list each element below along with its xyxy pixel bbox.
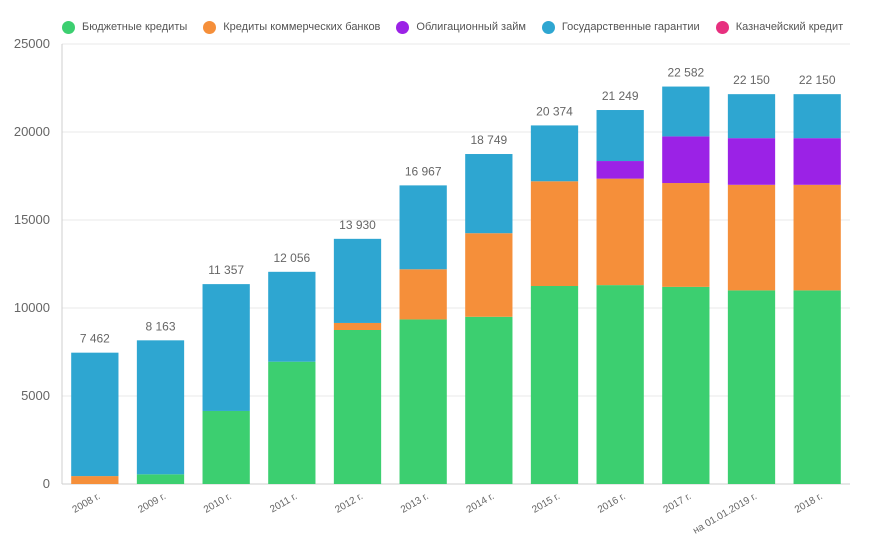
x-tick-label: на 01.01.2019 г. <box>691 491 759 536</box>
bar-total-label: 20 374 <box>536 104 573 118</box>
bar-segment[interactable] <box>662 183 710 287</box>
bar-segment[interactable] <box>530 125 579 182</box>
bar-segment[interactable] <box>727 290 776 484</box>
legend-label: Бюджетные кредиты <box>82 21 188 33</box>
legend-item[interactable]: Казначейский кредит <box>715 20 844 34</box>
bar-segment[interactable] <box>136 340 185 475</box>
bar-segment[interactable] <box>793 138 841 185</box>
y-tick-label: 25000 <box>14 36 50 51</box>
bar-segment[interactable] <box>333 330 382 484</box>
bar-total-label: 7 462 <box>80 332 110 346</box>
bar-segment[interactable] <box>268 271 316 362</box>
legend-item[interactable]: Государственные гарантии <box>541 20 700 34</box>
bar-segment[interactable] <box>465 154 513 234</box>
x-tick-label: 2018 г. <box>793 491 825 516</box>
x-tick-label: 2015 г. <box>530 491 562 516</box>
bar-total-label: 22 150 <box>799 73 836 87</box>
y-tick-label: 15000 <box>14 212 50 227</box>
legend-item[interactable]: Бюджетные кредиты <box>62 20 188 34</box>
legend-swatch <box>541 20 555 34</box>
bar-segment[interactable] <box>530 181 579 286</box>
bar-total-label: 13 930 <box>339 218 376 232</box>
y-tick-label: 0 <box>43 476 50 491</box>
x-tick-label: 2009 г. <box>136 491 168 516</box>
bar-total-label: 11 357 <box>208 263 244 277</box>
bar-segment[interactable] <box>399 319 447 484</box>
bar-segment[interactable] <box>727 138 776 185</box>
legend-swatch <box>62 20 75 34</box>
x-tick-label: 2011 г. <box>268 491 299 515</box>
x-tick-label: 2014 г. <box>465 491 497 516</box>
bar-total-label: 16 967 <box>405 164 442 178</box>
bar-total-label: 21 249 <box>602 89 639 103</box>
bar-segment[interactable] <box>268 361 316 484</box>
bar-total-label: 22 150 <box>733 73 770 87</box>
bar-segment[interactable] <box>793 290 841 484</box>
bar-segment[interactable] <box>662 86 710 137</box>
bar-segment[interactable] <box>71 352 119 477</box>
x-axis: 2008 г. 2009 г. 2010 г. 2011 г. 2012 г. 2013 … <box>71 491 825 536</box>
bar-total-label: 18 749 <box>470 133 507 147</box>
y-tick-label: 5000 <box>21 388 50 403</box>
x-tick-label: 2008 г. <box>71 491 103 516</box>
x-tick-label: 2010 г. <box>202 491 234 516</box>
y-tick-label: 20000 <box>14 124 50 139</box>
bar-total-label: 8 163 <box>145 319 175 333</box>
bar-segment[interactable] <box>399 185 447 270</box>
bar-segment[interactable] <box>662 286 710 484</box>
legend-label: Государственные гарантии <box>561 21 700 33</box>
bar-segment[interactable] <box>465 316 513 484</box>
bar-segment[interactable] <box>662 136 710 184</box>
bar-segment[interactable] <box>596 161 644 179</box>
bar-segment[interactable] <box>202 284 250 411</box>
bar-segment[interactable] <box>596 285 644 484</box>
bar-segment[interactable] <box>727 184 776 291</box>
bar-segment[interactable] <box>399 269 447 320</box>
bar-segment[interactable] <box>136 474 185 484</box>
bar-segment[interactable] <box>333 322 382 330</box>
legend-label: Кредиты коммерческих банков <box>223 21 381 33</box>
x-tick-label: 2016 г. <box>596 491 628 516</box>
bar-segment[interactable] <box>596 110 644 162</box>
legend-label: Казначейский кредит <box>735 21 844 33</box>
bar-total-label: 12 056 <box>273 251 310 265</box>
bar-segment[interactable] <box>333 238 382 323</box>
bar-segment[interactable] <box>793 184 841 291</box>
legend-swatch <box>715 20 729 34</box>
y-tick-label: 10000 <box>14 300 50 315</box>
x-tick-label: 2013 г. <box>399 491 431 516</box>
legend-item[interactable]: Облигационный займ <box>396 20 526 34</box>
bar-segment[interactable] <box>727 94 776 139</box>
chart-legend: Бюджетные кредиты Кредиты коммерческих ба… <box>62 14 859 40</box>
bar-segment[interactable] <box>793 94 841 139</box>
bar-segment[interactable] <box>596 178 644 286</box>
bar-segment[interactable] <box>71 476 119 484</box>
bars <box>71 86 841 484</box>
legend-swatch <box>203 20 217 34</box>
legend-swatch <box>396 20 410 34</box>
grid-lines <box>62 43 850 485</box>
total-labels: 7 462 8 163 11 357 12 056 13 930 16 967 18 749… <box>80 66 836 346</box>
bar-segment[interactable] <box>465 233 513 317</box>
bar-total-label: 22 582 <box>667 66 704 80</box>
bar-segment[interactable] <box>530 286 579 484</box>
bar-segment[interactable] <box>202 410 250 484</box>
y-axis: 0 5000 10000 15000 20000 25000 <box>14 36 63 491</box>
x-tick-label: 2017 г. <box>662 491 694 516</box>
x-tick-label: 2012 г. <box>333 491 365 516</box>
legend-item[interactable]: Кредиты коммерческих банков <box>203 20 381 34</box>
legend-label: Облигационный займ <box>416 21 526 33</box>
